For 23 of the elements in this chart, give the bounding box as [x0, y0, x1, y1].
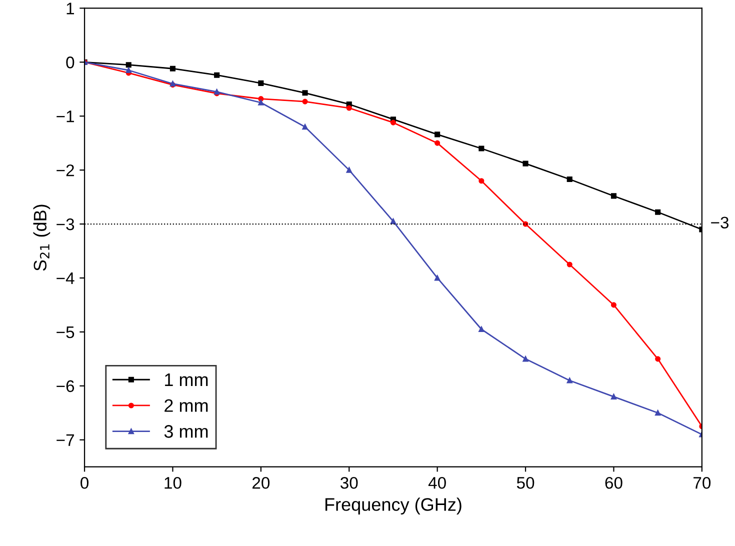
y-tick-label: 1 [66, 2, 74, 14]
x-tick-label: 20 [252, 476, 270, 489]
ref-line-label: −3 [711, 216, 729, 228]
y-tick-label: −3 [56, 218, 74, 230]
x-tick-label: 50 [516, 476, 534, 489]
y-tick-label: −7 [56, 434, 74, 446]
x-tick-label: 70 [694, 476, 711, 489]
y-tick-label: 0 [66, 56, 74, 68]
x-tick-label: 30 [340, 476, 358, 489]
x-tick-label: 0 [80, 476, 89, 489]
y-tick-label: −4 [56, 272, 74, 284]
x-axis-title: Frequency (GHz) [325, 498, 462, 514]
y-tick-label: −5 [56, 326, 74, 338]
x-tick-label: 40 [428, 476, 446, 489]
legend-label: 3 mm [164, 425, 208, 438]
y-tick-label: −6 [56, 380, 74, 392]
legend-label: 1 mm [165, 374, 208, 386]
y-axis-title: S$_{21}$ (dB) [33, 204, 50, 271]
legend-label: 2 mm [164, 399, 208, 412]
y-tick-label: −2 [56, 164, 74, 176]
x-tick-label: 60 [605, 476, 622, 489]
x-tick-label: 10 [164, 476, 182, 489]
y-tick-label: −1 [56, 110, 74, 122]
